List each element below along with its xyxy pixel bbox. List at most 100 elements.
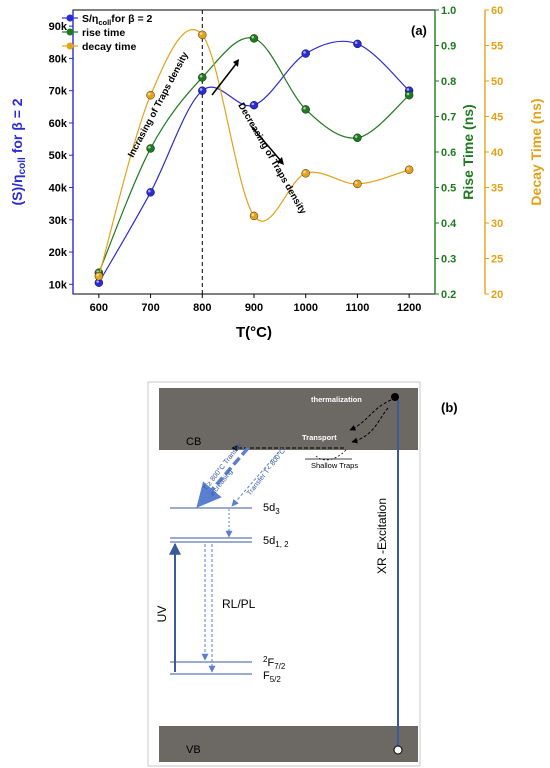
- left-tick-label: 30k: [49, 215, 68, 227]
- point-highlight: [148, 189, 151, 193]
- point-highlight: [199, 32, 203, 35]
- series-point-2: [353, 179, 362, 189]
- legend-label-rise: rise time: [82, 27, 125, 39]
- point-highlight: [406, 92, 410, 96]
- series-point-1: [404, 90, 414, 100]
- point-highlight: [303, 51, 306, 54]
- legend-marker-rise: [66, 28, 74, 36]
- series-point-2: [198, 30, 207, 40]
- series-point-2: [301, 169, 310, 178]
- series-point-0: [353, 39, 362, 49]
- point-highlight: [199, 74, 203, 78]
- series-point-0: [146, 188, 155, 197]
- left-tick-label: 40k: [49, 183, 68, 195]
- chart-panel-a: 600 700 800 900 1000 1100 1200 10k 20k 30k 40k 50k…: [9, 5, 544, 341]
- point-highlight: [251, 35, 255, 39]
- series-line-2: [98, 28, 410, 277]
- point-highlight: [406, 88, 410, 91]
- x-tick-label: 800: [193, 302, 211, 314]
- point-highlight: [303, 170, 306, 174]
- rise-tick-label: 0.4: [441, 218, 457, 230]
- rise-tick-label: 0.7: [441, 112, 456, 124]
- decay-tick-label: 20: [491, 289, 503, 301]
- level-f52-label: F5/2: [263, 670, 281, 684]
- decay-tick-label: 50: [491, 76, 503, 88]
- diagram-panel-b: CB VB (b) XR -Excitation thermalization …: [147, 381, 458, 767]
- cb-electron: [391, 393, 399, 401]
- rise-tick-label: 0.5: [441, 183, 456, 195]
- x-tick-label: 700: [141, 302, 159, 314]
- uv-label: UV: [155, 606, 169, 623]
- decay-tick-label: 60: [491, 5, 503, 17]
- thermalization-label: thermalization: [311, 395, 362, 404]
- left-tick-label: 50k: [49, 150, 68, 162]
- x-tick-label: 600: [90, 302, 108, 314]
- point-highlight: [148, 92, 151, 96]
- point-highlight: [251, 213, 255, 216]
- point-highlight: [96, 273, 99, 277]
- decay-tick-label: 45: [491, 112, 503, 124]
- decay-tick-label: 55: [491, 41, 503, 53]
- series-point-1: [198, 73, 207, 82]
- x-tick-label: 1100: [345, 302, 369, 314]
- series-point-1: [249, 34, 259, 43]
- legend-label-s: S/ηcollfor β = 2: [82, 13, 153, 27]
- shallow-traps-label: Shallow Traps: [311, 461, 358, 470]
- level-5d3-label: 5d3: [263, 502, 280, 516]
- left-axis-title: (S)/ηcoll for β = 2: [9, 98, 28, 205]
- left-tick-group: 10k 20k 30k 40k 50k 60k 70k 80k 90k: [49, 21, 73, 291]
- left-tick-label: 80k: [49, 53, 68, 65]
- legend-label-decay: decay time: [82, 41, 136, 53]
- point-highlight: [96, 280, 99, 283]
- series-line-1: [98, 37, 410, 273]
- level-5d12-label: 5d1, 2: [263, 535, 289, 549]
- decay-tick-label: 35: [491, 183, 503, 195]
- decay-tick-group: 20 25 30 35 40 45 50 55 60: [485, 5, 503, 301]
- point-highlight: [354, 41, 358, 44]
- xr-label: XR -Excitation: [375, 498, 389, 574]
- left-tick-label: 70k: [49, 86, 68, 98]
- series-point-0: [249, 101, 259, 110]
- left-tick-label: 20k: [49, 247, 68, 259]
- series-point-0: [301, 49, 310, 58]
- series-point-2: [94, 272, 104, 281]
- decrease-arrow: [250, 125, 282, 162]
- rise-tick-label: 0.6: [441, 147, 456, 159]
- x-tick-label: 1000: [293, 302, 317, 314]
- point-highlight: [199, 88, 203, 91]
- rise-tick-label: 0.3: [441, 254, 456, 266]
- series-line-0: [98, 40, 410, 284]
- decay-tick-label: 30: [491, 218, 503, 230]
- legend-marker-s: [66, 14, 74, 22]
- increase-arrow: [211, 63, 237, 96]
- vb-label: VB: [186, 744, 201, 756]
- series-point-2: [249, 211, 259, 221]
- series-point-1: [301, 105, 310, 114]
- transfer-low-arrow: [231, 447, 283, 507]
- valence-band: [159, 726, 418, 762]
- point-highlight: [354, 181, 358, 185]
- thermalization-path: [349, 399, 392, 431]
- point-highlight: [406, 167, 410, 170]
- left-tick-label: 10k: [49, 279, 68, 291]
- level-f72-label: 2F7/2: [263, 655, 286, 671]
- point-highlight: [251, 102, 255, 106]
- transport-label: Transport: [302, 433, 337, 442]
- x-tick-label: 900: [245, 302, 263, 314]
- increase-arrowhead: [233, 59, 239, 67]
- rise-tick-label: 1.0: [441, 5, 456, 17]
- legend: S/ηcollfor β = 2 rise time decay time: [62, 13, 153, 53]
- decay-tick-label: 40: [491, 147, 503, 159]
- series-point-0: [198, 86, 207, 95]
- decay-tick-label: 25: [491, 254, 503, 266]
- series-point-1: [146, 144, 155, 153]
- left-tick-label: 60k: [49, 118, 68, 130]
- decrease-arrowhead: [277, 157, 284, 165]
- x-tick-label: 1200: [397, 302, 421, 314]
- x-tick-group: 600 700 800 900 1000 1100 1200: [90, 294, 421, 314]
- vb-hole: [393, 745, 403, 755]
- legend-marker-decay: [66, 42, 74, 50]
- point-highlight: [303, 106, 306, 110]
- conduction-band: [159, 388, 418, 450]
- rise-tick-group: 0.2 0.3 0.4 0.5 0.6 0.7 0.8 0.9 1.0: [435, 5, 457, 301]
